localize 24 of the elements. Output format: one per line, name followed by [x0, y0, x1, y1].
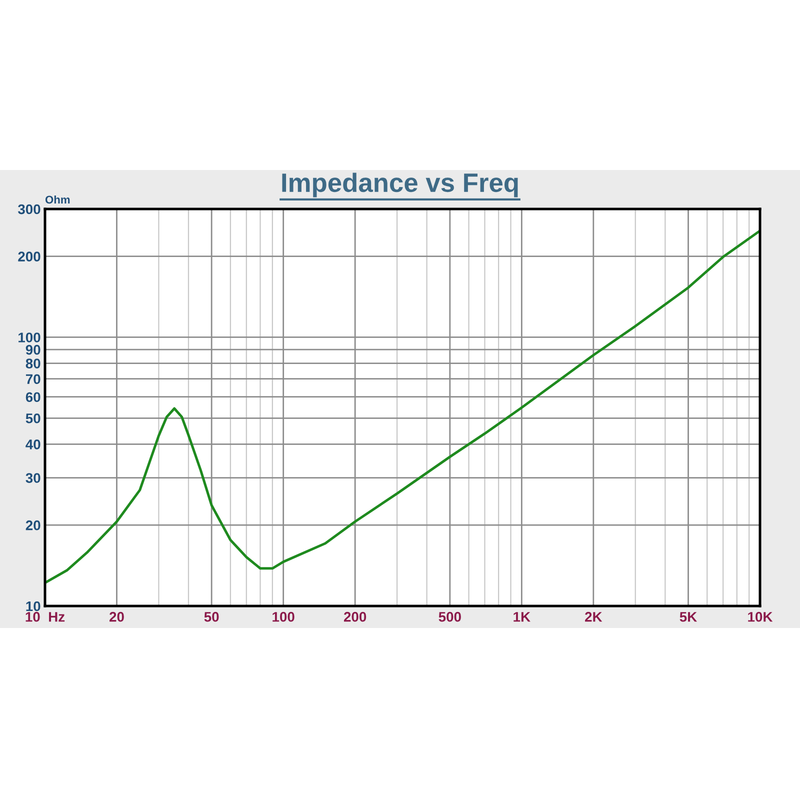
x-tick-label: 20: [110, 612, 124, 622]
x-tick-label: 100: [272, 612, 294, 622]
y-tick-label: 50: [26, 413, 40, 424]
x-tick-label: 10K: [748, 612, 773, 622]
x-tick-label: 2K: [585, 612, 602, 622]
y-tick-label: 10: [26, 601, 40, 612]
y-tick-label: 200: [18, 252, 40, 262]
x-tick-label: 200: [344, 612, 366, 622]
y-tick-label: 20: [26, 520, 40, 530]
chart-title: Impedance vs Freq: [282, 172, 518, 198]
y-tick-label: 90: [26, 344, 40, 355]
x-tick-label: 1K: [514, 612, 530, 622]
y-tick-label: 40: [26, 440, 40, 450]
y-tick-label: 70: [26, 374, 40, 384]
x-tick-label: 10 Hz: [26, 612, 65, 622]
y-axis-title: Ohm: [45, 195, 70, 204]
y-tick-label: 80: [26, 358, 40, 368]
y-tick-label: 100: [18, 332, 40, 342]
y-tick-label: 300: [18, 204, 40, 214]
x-tick-label: 500: [438, 612, 461, 622]
x-tick-label: 5K: [680, 612, 698, 622]
x-tick-label: 50: [204, 612, 219, 622]
y-tick-label: 60: [26, 392, 40, 402]
y-tick-label: 30: [26, 473, 40, 483]
